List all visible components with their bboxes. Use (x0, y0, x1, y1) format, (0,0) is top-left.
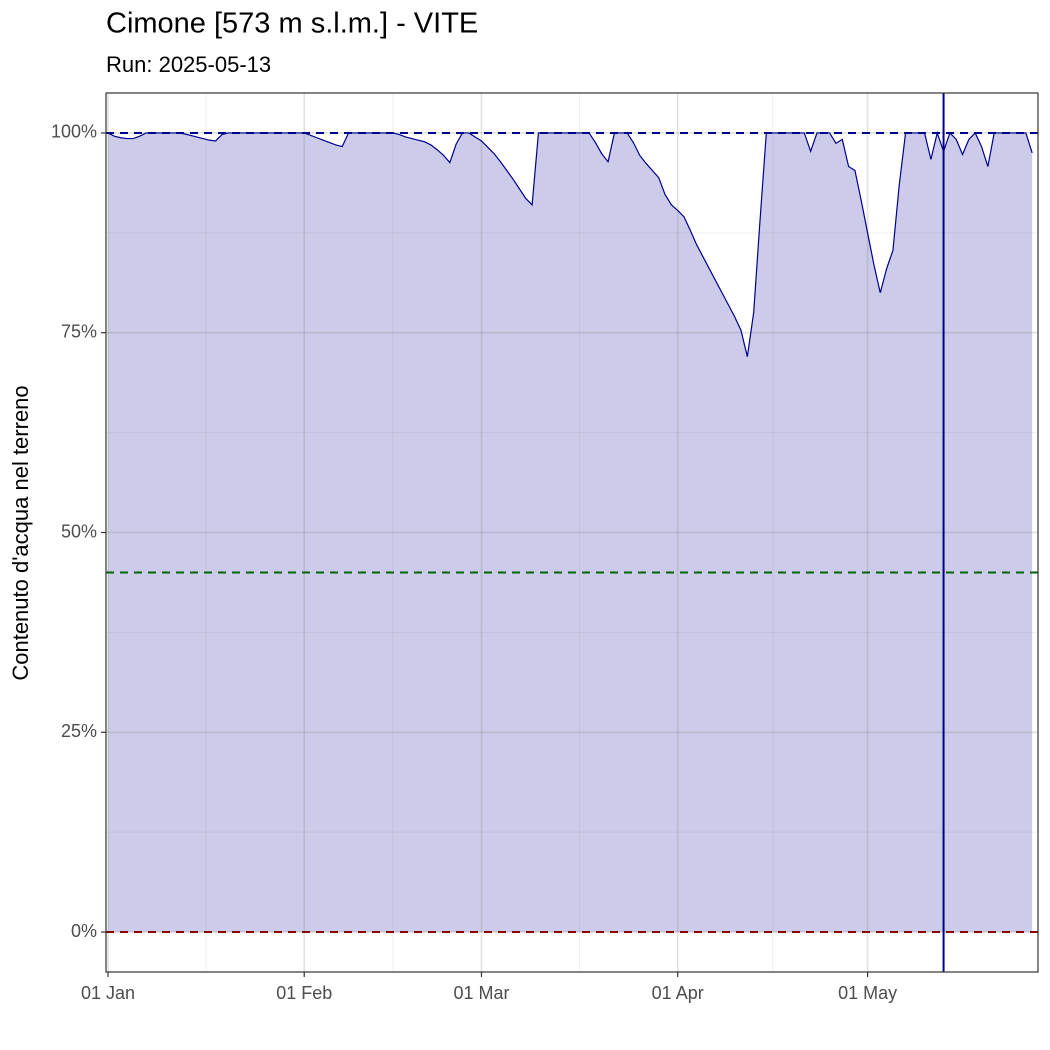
chart-subtitle: Run: 2025-05-13 (106, 52, 271, 77)
chart-title: Cimone [573 m s.l.m.] - VITE (106, 8, 478, 40)
y-tick-label: 0% (71, 921, 97, 941)
x-tick-label: 01 Apr (652, 983, 704, 1003)
y-tick-label: 75% (61, 321, 97, 341)
x-tick-label: 01 Mar (453, 983, 509, 1003)
area (108, 132, 1033, 933)
y-tick-label: 50% (61, 521, 97, 541)
y-axis-label: Contenuto d'acqua nel terreno (8, 385, 33, 680)
x-tick-label: 01 May (838, 983, 897, 1003)
x-tick-label: 01 Feb (276, 983, 332, 1003)
x-tick-label: 01 Jan (81, 983, 135, 1003)
y-tick-label: 100% (51, 122, 97, 142)
y-tick-label: 25% (61, 721, 97, 741)
